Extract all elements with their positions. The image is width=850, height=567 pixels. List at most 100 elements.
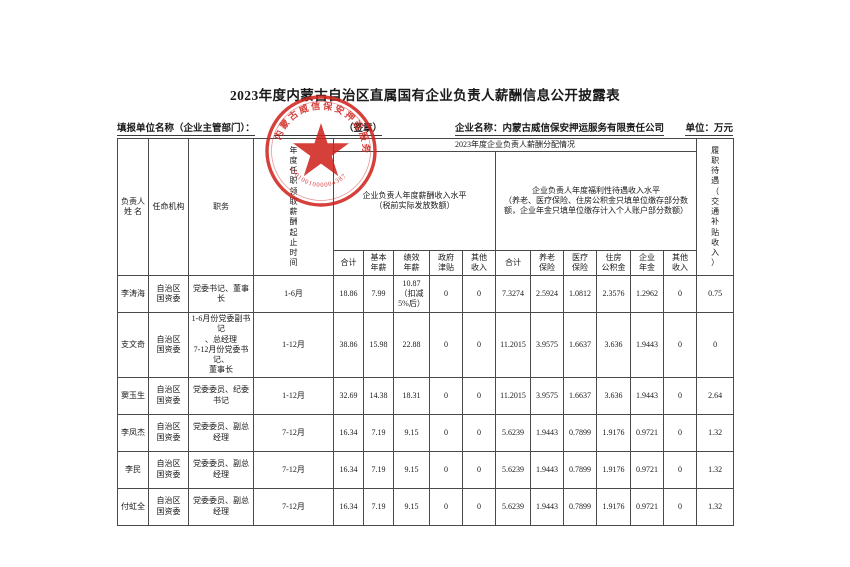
cell-duty-benefit: 1.32 <box>696 450 735 489</box>
cell-housing-fund: 1.9176 <box>596 413 631 452</box>
duty-char-2: 待 <box>711 166 720 176</box>
cell-appointing-org: 自治区 国资委 <box>148 413 189 452</box>
header-pension-line1: 养老 <box>539 253 555 262</box>
salary-disclosure-table: 负责人 姓 名 任命机构 职务 年 度 任 职 领 取 薪 酬 起 <box>117 137 735 526</box>
cell-perf-salary: 18.31 <box>393 376 430 415</box>
cell-gov-allowance: 0 <box>429 376 463 415</box>
tenure-char-10: 时 <box>289 248 298 258</box>
table-row: 支文奇 自治区 国资委 1-6月份党委副书记 、总经理 7-12月份党委书记、 … <box>117 312 735 378</box>
cell-perf-salary: 9.15 <box>393 413 430 452</box>
table-row: 窦玉生 自治区 国资委 党委委员、纪委书记 1-12月 32.69 14.38 … <box>117 376 735 415</box>
cell-annuity: 0.9721 <box>630 413 664 452</box>
cell-other-income: 0 <box>462 413 496 452</box>
tenure-char-1: 度 <box>289 155 298 165</box>
cell-welfare-total: 5.6239 <box>495 413 531 452</box>
duty-char-5: 交 <box>711 196 720 206</box>
cell-salary-total: 38.86 <box>333 312 364 378</box>
header-duty-benefit-vertical: 履 职 待 遇 （ 交 通 补 贴 收 入 ） <box>709 146 721 269</box>
header-housing-fund: 住房 公积金 <box>596 250 631 277</box>
cell-appointing-org: 自治区 国资委 <box>148 275 189 314</box>
cell-position: 党委委员、副总经理 <box>188 450 254 489</box>
cell-base-salary: 7.19 <box>363 413 394 452</box>
cell-welfare-other: 0 <box>662 275 698 314</box>
cell-pension: 1.9443 <box>530 487 564 526</box>
cell-appointing-org: 自治区 国资委 <box>148 450 189 489</box>
cell-annuity: 1.9443 <box>630 376 664 415</box>
cell-appointing-org: 自治区 国资委 <box>148 312 189 378</box>
cell-salary-total: 16.34 <box>333 450 364 489</box>
cell-perf-salary: 9.15 <box>393 487 430 526</box>
company-name-label: 企业名称：内蒙古威信保安押运服务有限责任公司 <box>455 120 665 136</box>
cell-duty-benefit: 0.75 <box>696 275 735 314</box>
cell-welfare-other: 0 <box>662 312 698 378</box>
cell-welfare-total: 11.2015 <box>495 376 531 415</box>
cell-period: 1-12月 <box>253 376 334 415</box>
cell-salary-total: 18.86 <box>333 275 364 314</box>
header-annuity-line1: 企业 <box>639 253 655 262</box>
cell-name: 李民 <box>117 450 149 489</box>
cell-position-line2: 、总经理 <box>205 334 237 344</box>
duty-char-10: 入 <box>711 248 720 258</box>
header-base-salary: 基本 年薪 <box>363 250 394 277</box>
cell-appointing-org: 自治区 国资委 <box>148 376 189 415</box>
currency-unit-label: 单位：万元 <box>685 120 733 136</box>
header-group-welfare-line2: （养老、医疗保险、住房公积金只填单位缴存部分数 <box>504 196 689 206</box>
duty-char-6: 通 <box>711 207 720 217</box>
header-name-line2: 姓 名 <box>124 207 142 217</box>
cell-position-line1: 1-6月份党委副书记 <box>191 314 251 334</box>
document-meta-row: 填报单位名称（企业主管部门）： （签章） 企业名称：内蒙古威信保安押运服务有限责… <box>117 120 733 136</box>
cell-medical: 0.7899 <box>563 450 597 489</box>
cell-base-salary: 7.99 <box>363 275 394 314</box>
header-tenure-period-vertical: 年 度 任 职 领 取 薪 酬 起 止 时 间 <box>288 146 300 269</box>
header-perf-salary-line1: 绩效 <box>403 253 420 262</box>
duty-char-11: ） <box>711 258 720 268</box>
cell-other-income: 0 <box>462 487 496 526</box>
cell-org-line2: 国资委 <box>156 344 181 354</box>
cell-gov-allowance: 0 <box>429 487 463 526</box>
cell-org-line2: 国资委 <box>156 395 181 405</box>
duty-char-4: （ <box>711 186 720 196</box>
cell-duty-benefit: 1.32 <box>696 413 735 452</box>
cell-base-salary: 7.19 <box>363 450 394 489</box>
cell-pension: 1.9443 <box>530 413 564 452</box>
cell-salary-total: 16.34 <box>333 413 364 452</box>
cell-welfare-total: 5.6239 <box>495 450 531 489</box>
cell-org-line1: 自治区 <box>156 496 181 506</box>
cell-org-line1: 自治区 <box>156 385 181 395</box>
cell-name: 窦玉生 <box>117 376 149 415</box>
cell-position: 党委委员、副总经理 <box>188 487 254 526</box>
cell-annuity: 0.9721 <box>630 450 664 489</box>
cell-housing-fund: 1.9176 <box>596 487 631 526</box>
tenure-char-0: 年 <box>289 145 298 155</box>
cell-medical: 0.7899 <box>563 413 597 452</box>
cell-welfare-total: 5.6239 <box>495 487 531 526</box>
header-base-salary-line1: 基本 <box>370 253 387 262</box>
header-gov-allowance-line1: 政府 <box>438 253 454 262</box>
cell-other-income: 0 <box>462 376 496 415</box>
header-group-welfare-line1: 企业负责人年度福利性待遇收入水平 <box>532 185 661 195</box>
header-name: 负责人 姓 名 <box>117 137 149 277</box>
header-welfare-total: 合计 <box>495 250 531 277</box>
table-header-row-1: 负责人 姓 名 任命机构 职务 年 度 任 职 领 取 薪 酬 起 <box>117 137 735 277</box>
cell-period: 7-12月 <box>253 450 334 489</box>
cell-duty-benefit: 0 <box>696 312 735 378</box>
header-group-welfare: 企业负责人年度福利性待遇收入水平 （养老、医疗保险、住房公积金只填单位缴存部分数… <box>494 151 698 252</box>
table-row: 李民 自治区 国资委 党委委员、副总经理 7-12月 16.34 7.19 9.… <box>117 450 735 489</box>
table-row: 李涛海 自治区 国资委 党委书记、董事长 1-6月 18.86 7.99 10.… <box>117 275 735 314</box>
cell-position: 党委书记、董事长 <box>188 275 254 314</box>
header-welfare-other-line2: 收入 <box>672 263 689 273</box>
cell-period: 1-6月 <box>253 275 334 314</box>
cell-org-line2: 国资委 <box>156 432 181 442</box>
header-appointing-org: 任命机构 <box>148 137 189 277</box>
cell-welfare-other: 0 <box>662 376 698 415</box>
cell-name: 李涛海 <box>117 275 149 314</box>
cell-other-income: 0 <box>462 312 496 378</box>
duty-char-7: 补 <box>711 217 720 227</box>
cell-welfare-other: 0 <box>662 413 698 452</box>
cell-housing-fund: 3.636 <box>596 312 631 378</box>
cell-name: 支文奇 <box>117 312 149 378</box>
tenure-char-8: 起 <box>289 227 298 237</box>
table-header-row-3: 合计 基本 年薪 绩效 年薪 政府 津贴 其他 收入 合计 <box>118 250 734 277</box>
cell-org-line2: 国资委 <box>156 469 181 479</box>
cell-perf-salary-note2: 5%后） <box>398 299 425 309</box>
